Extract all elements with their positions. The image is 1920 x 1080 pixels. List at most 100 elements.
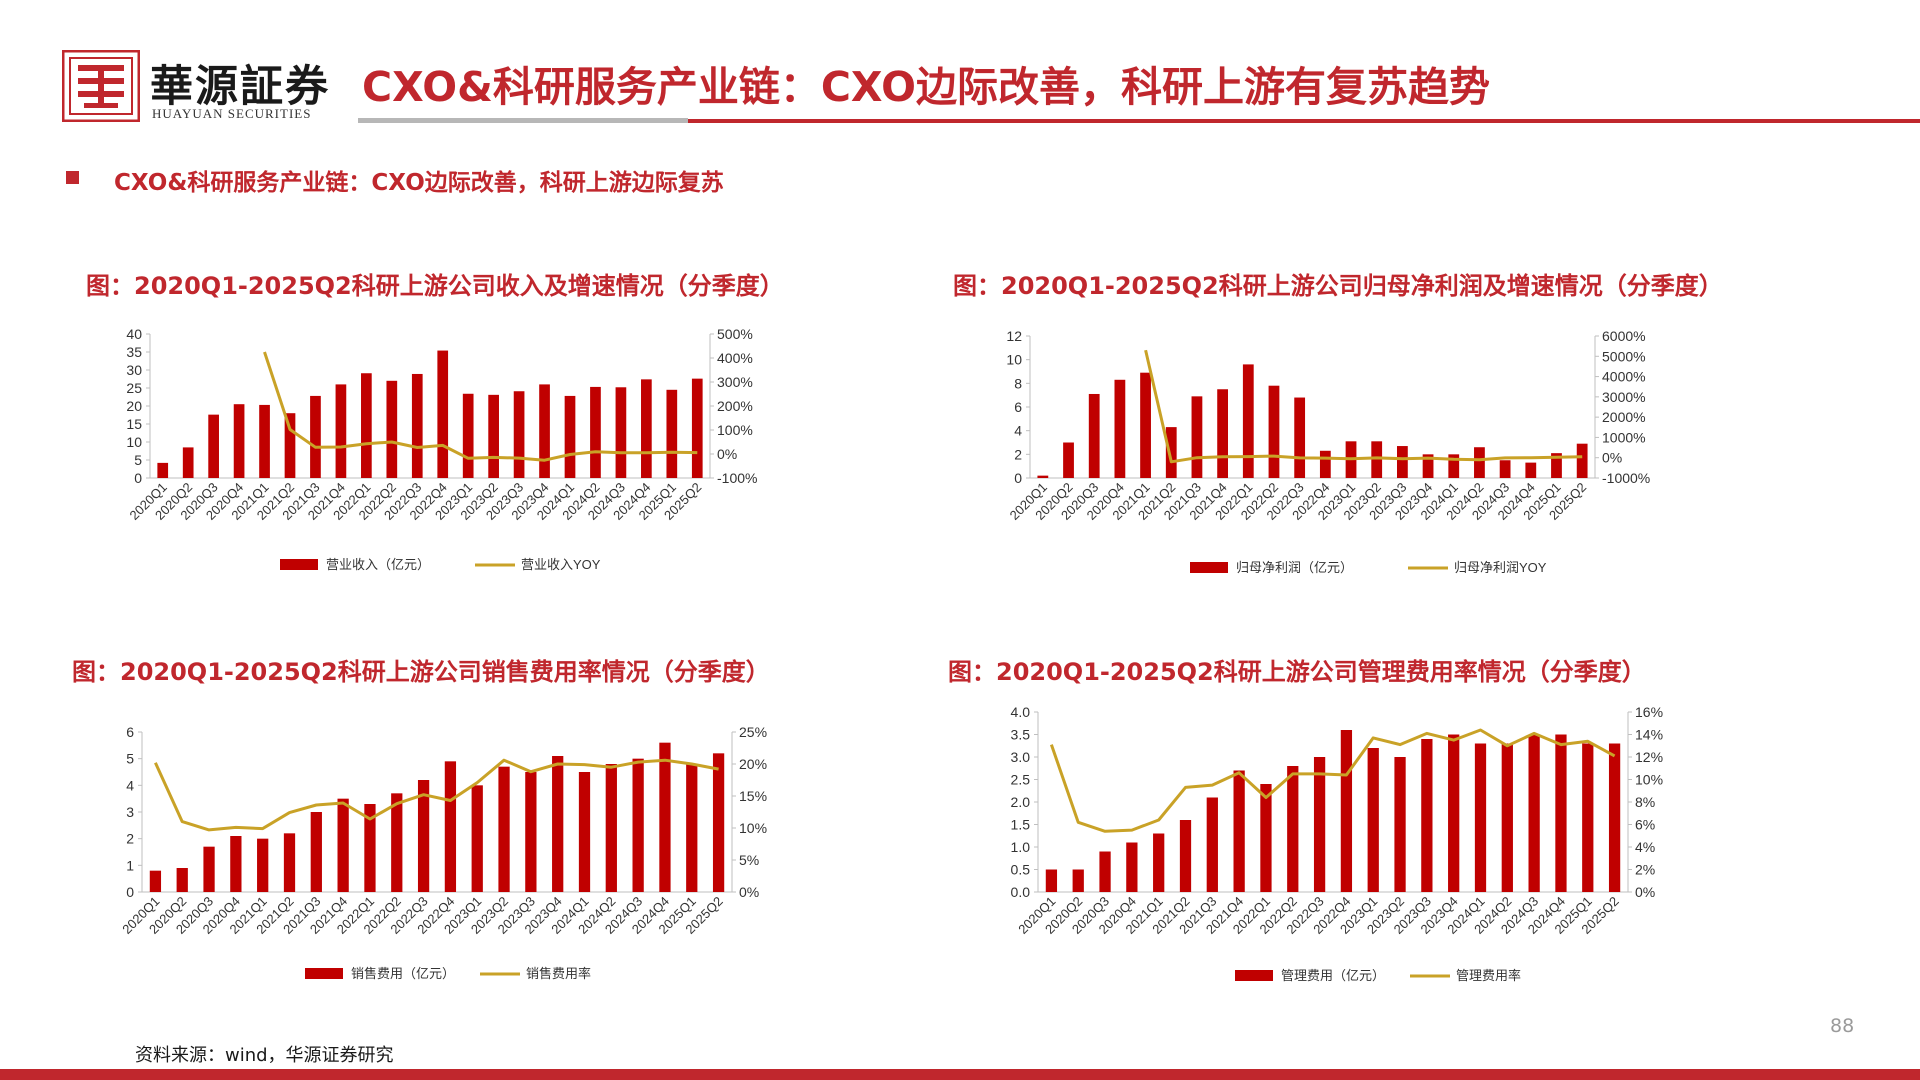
y-tick-label: 4 xyxy=(126,777,134,793)
line-series xyxy=(154,758,719,832)
y-tick-label: 10 xyxy=(126,434,142,450)
y2-tick-label: -1000% xyxy=(1602,470,1650,486)
bar xyxy=(1242,364,1254,478)
bar xyxy=(1396,446,1408,478)
y2-tick-label: 0% xyxy=(739,884,759,900)
bar xyxy=(182,447,194,478)
bar xyxy=(1371,441,1383,478)
bar xyxy=(361,373,372,478)
y2-tick-label: 2% xyxy=(1635,862,1655,878)
bar xyxy=(284,413,296,478)
bar xyxy=(1233,770,1245,892)
net-profit-chart: 0 2 4 6 8 10 12 -1000% 0% 1000% 2000% 3000% 4000% 500… xyxy=(1006,328,1650,575)
bar xyxy=(498,766,510,892)
bar xyxy=(391,793,403,892)
y2-tick-label: 100% xyxy=(717,422,753,438)
bar xyxy=(176,868,188,892)
header-divider-accent xyxy=(358,118,688,123)
bar xyxy=(437,350,449,478)
y-tick-label: 2.5 xyxy=(1011,772,1031,788)
y2-tick-label: 300% xyxy=(717,374,753,390)
bar xyxy=(310,395,321,478)
line-series xyxy=(1144,349,1583,464)
bar xyxy=(1394,757,1406,892)
section-title: CXO&科研服务产业链：CXO边际改善，科研上游边际复苏 xyxy=(114,170,724,196)
bar xyxy=(1191,396,1203,478)
legend-line-label: 销售费用率 xyxy=(526,966,591,981)
y-tick-label: 15 xyxy=(126,416,142,432)
legend-bar-label: 管理费用（亿元） xyxy=(1281,968,1385,983)
y-tick-label: 3 xyxy=(126,804,134,820)
bar xyxy=(605,764,617,892)
bar xyxy=(1422,454,1434,478)
y-tick-label: 3.0 xyxy=(1011,749,1031,765)
y2-tick-label: 6000% xyxy=(1602,328,1646,344)
y-tick-label: 2.0 xyxy=(1011,794,1031,810)
bar xyxy=(1037,475,1049,478)
bar xyxy=(1448,454,1460,478)
y-tick-label: 0.0 xyxy=(1011,884,1031,900)
line-series xyxy=(263,351,698,462)
y-tick-label: 12 xyxy=(1006,328,1022,344)
y2-tick-label: 15% xyxy=(739,788,767,804)
y-tick-label: 8 xyxy=(1014,375,1022,391)
y-tick-label: 4 xyxy=(1014,423,1022,439)
y2-tick-label: 4% xyxy=(1635,839,1655,855)
y-tick-label: 1.5 xyxy=(1011,817,1031,833)
y-tick-label: 25 xyxy=(126,380,142,396)
legend-line-label: 管理费用率 xyxy=(1456,968,1521,983)
chart-title-net-profit: 图：2020Q1-2025Q2科研上游公司归母净利润及增速情况（分季度） xyxy=(953,272,1723,300)
y2-tick-label: 500% xyxy=(717,326,753,342)
y2-tick-label: 25% xyxy=(739,724,767,740)
y2-tick-label: 6% xyxy=(1635,817,1655,833)
y-tick-label: 5 xyxy=(134,452,142,468)
bar xyxy=(203,846,215,892)
bar xyxy=(1114,379,1126,478)
bar xyxy=(1474,447,1485,478)
y-tick-label: 40 xyxy=(126,326,142,342)
bar xyxy=(1313,757,1326,892)
bar xyxy=(641,379,652,478)
bar xyxy=(590,386,601,478)
y-tick-label: 10 xyxy=(1006,352,1022,368)
y-tick-label: 6 xyxy=(1014,399,1022,415)
y2-tick-label: 2000% xyxy=(1602,409,1646,425)
legend-bar-swatch xyxy=(305,968,343,979)
y2-tick-label: 0% xyxy=(1602,450,1622,466)
y-tick-label: 20 xyxy=(126,398,142,414)
huayuan-logo-icon xyxy=(62,50,140,122)
legend-line-label: 营业收入YOY xyxy=(521,557,601,572)
y2-tick-label: 8% xyxy=(1635,794,1655,810)
y2-tick-label: 0% xyxy=(1635,884,1655,900)
bar xyxy=(539,384,550,478)
page-number: 88 xyxy=(1830,1015,1855,1037)
y2-tick-label: 12% xyxy=(1635,749,1663,765)
y-tick-label: 5 xyxy=(126,751,134,767)
legend-bar-swatch xyxy=(280,559,318,570)
y-tick-label: 35 xyxy=(126,344,142,360)
bar xyxy=(1206,797,1218,892)
bar xyxy=(1367,748,1379,892)
y2-tick-label: -100% xyxy=(717,470,757,486)
y2-tick-label: 200% xyxy=(717,398,753,414)
bar xyxy=(283,833,296,892)
bar xyxy=(1153,833,1165,892)
y2-tick-label: 0% xyxy=(717,446,737,462)
y2-tick-label: 3000% xyxy=(1602,389,1646,405)
chart-title-admin-expense: 图：2020Q1-2025Q2科研上游公司管理费用率情况（分季度） xyxy=(948,658,1646,686)
bar xyxy=(1099,851,1111,892)
bar xyxy=(208,414,219,478)
legend-bar-label: 营业收入（亿元） xyxy=(326,557,430,572)
admin-expense-chart: 0.0 0.5 1.0 1.5 2.0 2.5 3.0 3.5 4.0 0% 2% 4% 6% 8% 10%… xyxy=(1011,704,1664,983)
bar xyxy=(1179,820,1192,892)
revenue-chart: 0 5 10 15 20 25 30 35 40 -100% 0% 100% 200% 300% 400% 5… xyxy=(126,326,757,572)
bar xyxy=(1528,734,1540,892)
bar xyxy=(1576,443,1588,478)
y-tick-label: 1.0 xyxy=(1011,839,1031,855)
bar xyxy=(1268,385,1280,478)
bar xyxy=(1319,450,1331,478)
bar xyxy=(310,812,322,892)
y-tick-label: 2 xyxy=(126,831,134,847)
bar xyxy=(712,753,725,892)
bar xyxy=(335,384,347,478)
